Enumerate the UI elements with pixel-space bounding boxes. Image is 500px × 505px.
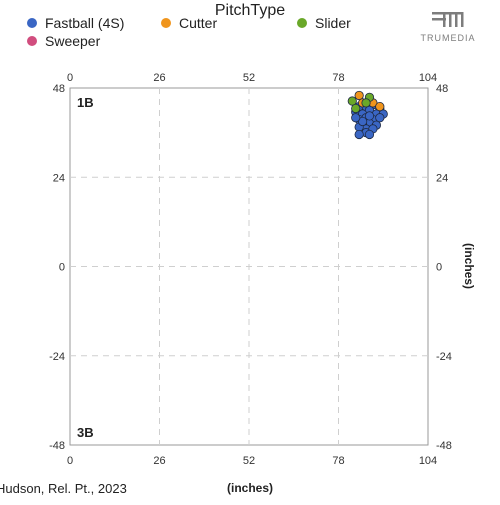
- legend-marker-3[interactable]: [27, 36, 37, 46]
- y-tick-label-right: 24: [436, 172, 448, 184]
- data-point-fastball-4s[interactable]: [364, 129, 375, 140]
- y-tick-label-left: 24: [53, 172, 65, 184]
- annotation-3b: 3B: [77, 425, 94, 440]
- logo-bar: [449, 12, 463, 15]
- y-tick-label-left: 0: [59, 262, 65, 274]
- x-tick-label-bottom: 26: [153, 455, 165, 467]
- x-tick-label-bottom: 0: [67, 455, 73, 467]
- trumedia-logo-icon: [432, 12, 464, 27]
- legend-marker-1[interactable]: [161, 18, 171, 28]
- logo-bar: [432, 18, 446, 21]
- y-axis-label: (inches): [462, 243, 476, 289]
- annotation-1b: 1B: [77, 95, 94, 110]
- y-tick-label-right: -24: [436, 351, 452, 363]
- legend-label-3[interactable]: Sweeper: [45, 33, 101, 49]
- legend-marker-0[interactable]: [27, 18, 37, 28]
- y-tick-label-left: -48: [49, 440, 65, 452]
- y-tick-label-right: 48: [436, 83, 448, 95]
- x-tick-label-bottom: 78: [332, 455, 344, 467]
- data-point-fastball-4s[interactable]: [364, 111, 375, 121]
- data-point-cutter[interactable]: [354, 90, 364, 101]
- y-tick-label-left: -24: [49, 351, 65, 363]
- legend-label-0[interactable]: Fastball (4S): [45, 15, 124, 31]
- legend-marker-2[interactable]: [297, 18, 307, 28]
- chart-caption: Hudson, Rel. Pt., 2023: [0, 481, 127, 496]
- legend-title: PitchType: [215, 2, 285, 19]
- y-tick-label-right: -48: [436, 440, 452, 452]
- x-tick-label-top: 78: [332, 72, 344, 84]
- y-tick-label-left: 48: [53, 83, 65, 95]
- legend-label-2[interactable]: Slider: [315, 15, 351, 31]
- logo-bar: [443, 12, 446, 27]
- x-axis-label: (inches): [227, 481, 273, 495]
- logo-bar: [432, 12, 450, 15]
- logo-bar: [449, 12, 452, 27]
- data-point-fastball-4s[interactable]: [354, 129, 364, 140]
- data-point-slider[interactable]: [351, 103, 361, 114]
- data-point-fastball-4s[interactable]: [351, 113, 361, 123]
- data-point-slider[interactable]: [361, 98, 371, 108]
- logo-bar: [455, 12, 458, 27]
- x-tick-label-top: 104: [419, 72, 437, 84]
- data-point-fastball-4s[interactable]: [375, 113, 385, 123]
- x-tick-label-top: 52: [243, 72, 255, 84]
- logo-bar: [461, 12, 464, 27]
- legend-label-1[interactable]: Cutter: [179, 15, 217, 31]
- x-tick-label-bottom: 52: [243, 455, 255, 467]
- brand-name: TRUMEDIA: [421, 33, 476, 43]
- data-point-slider[interactable]: [347, 96, 357, 106]
- x-tick-label-top: 0: [67, 72, 73, 84]
- x-tick-label-top: 26: [153, 72, 165, 84]
- x-tick-label-bottom: 104: [419, 455, 437, 467]
- y-tick-label-right: 0: [436, 262, 442, 274]
- data-point-cutter[interactable]: [375, 101, 385, 112]
